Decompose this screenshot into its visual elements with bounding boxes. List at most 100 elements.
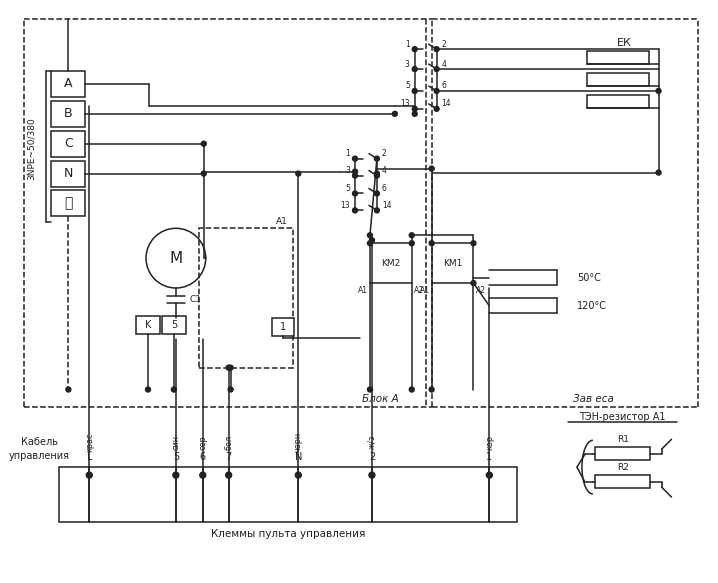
Bar: [587, 73, 648, 86]
Text: 4: 4: [442, 59, 447, 69]
Circle shape: [471, 241, 476, 245]
Text: 1: 1: [280, 322, 286, 332]
Text: 7: 7: [225, 452, 232, 462]
Text: 5: 5: [345, 184, 350, 193]
Circle shape: [228, 387, 233, 392]
Bar: [52, 101, 85, 127]
Bar: [432, 243, 473, 283]
Text: Кабель: Кабель: [21, 437, 58, 447]
Text: 13: 13: [340, 201, 350, 210]
Text: сер: сер: [198, 435, 208, 449]
Bar: [52, 161, 85, 187]
Bar: [52, 131, 85, 157]
Text: 3NPE~50/380: 3NPE~50/380: [27, 117, 36, 180]
Circle shape: [434, 66, 439, 72]
Bar: [370, 243, 411, 283]
Bar: [595, 447, 650, 460]
Bar: [162, 316, 186, 334]
Text: крас: крас: [85, 433, 94, 452]
Bar: [587, 51, 648, 64]
Circle shape: [429, 241, 434, 245]
Circle shape: [353, 191, 358, 196]
Circle shape: [368, 387, 373, 392]
Bar: [52, 191, 85, 216]
Circle shape: [225, 472, 232, 478]
Text: 14: 14: [382, 201, 391, 210]
Text: ⏚: ⏚: [64, 196, 73, 210]
Circle shape: [486, 472, 493, 478]
Text: 6: 6: [382, 184, 387, 193]
Circle shape: [412, 106, 417, 111]
Circle shape: [369, 472, 375, 478]
Text: 6: 6: [200, 452, 206, 462]
Text: 2: 2: [382, 149, 386, 158]
Circle shape: [146, 229, 206, 288]
Text: M: M: [169, 251, 182, 266]
Text: 14: 14: [442, 99, 451, 108]
Text: кор: кор: [485, 435, 494, 449]
Text: черн: черн: [294, 432, 303, 452]
Text: N: N: [294, 452, 302, 462]
Circle shape: [429, 387, 434, 392]
Text: Блок А: Блок А: [362, 395, 398, 405]
Circle shape: [295, 472, 302, 478]
Text: бел: бел: [224, 435, 233, 450]
Bar: [272, 318, 294, 336]
Text: C: C: [64, 137, 73, 150]
Text: L: L: [87, 452, 92, 462]
Text: 5: 5: [173, 452, 179, 462]
Bar: [199, 229, 294, 368]
Text: KM2: KM2: [381, 259, 401, 268]
Text: 13: 13: [400, 99, 410, 108]
Circle shape: [392, 111, 397, 117]
Text: A: A: [64, 78, 73, 90]
Circle shape: [434, 106, 439, 111]
Circle shape: [201, 171, 206, 176]
Circle shape: [370, 238, 374, 243]
Text: 4: 4: [382, 166, 387, 175]
Text: R1: R1: [617, 435, 629, 444]
Circle shape: [86, 472, 93, 478]
Circle shape: [374, 156, 379, 161]
Circle shape: [656, 170, 661, 175]
Text: 3: 3: [405, 59, 410, 69]
Text: A2: A2: [414, 286, 424, 294]
Text: K: K: [145, 320, 151, 330]
Text: Клеммы пульта управления: Клеммы пульта управления: [211, 529, 365, 539]
Text: C1: C1: [190, 296, 202, 304]
Text: управления: управления: [9, 451, 70, 461]
Text: 6: 6: [442, 82, 447, 90]
Text: ТЭН-резистор А1: ТЭН-резистор А1: [579, 412, 666, 423]
Circle shape: [146, 387, 151, 392]
Text: ЕК: ЕК: [617, 38, 632, 48]
Circle shape: [368, 241, 373, 245]
Circle shape: [353, 156, 358, 161]
Text: 50°С: 50°С: [577, 273, 601, 283]
Circle shape: [200, 472, 206, 478]
Text: ж/з: ж/з: [368, 435, 376, 449]
Circle shape: [353, 208, 358, 213]
Circle shape: [66, 387, 71, 392]
Circle shape: [374, 208, 379, 213]
Text: A1: A1: [419, 286, 429, 294]
Text: N: N: [64, 167, 73, 180]
Bar: [587, 95, 648, 108]
Circle shape: [429, 166, 434, 171]
Circle shape: [656, 89, 661, 93]
Text: KM1: KM1: [443, 259, 462, 268]
Circle shape: [353, 173, 358, 178]
Circle shape: [412, 66, 417, 72]
Text: 5: 5: [171, 320, 177, 330]
Circle shape: [172, 387, 177, 392]
Circle shape: [409, 241, 414, 245]
Text: 1: 1: [486, 452, 493, 462]
Circle shape: [296, 171, 301, 176]
Circle shape: [374, 173, 379, 178]
Text: 5: 5: [405, 82, 410, 90]
Circle shape: [412, 47, 417, 52]
Bar: [595, 475, 650, 488]
Circle shape: [201, 141, 206, 146]
Circle shape: [228, 365, 233, 370]
Text: R2: R2: [617, 463, 629, 472]
Bar: [52, 71, 85, 97]
